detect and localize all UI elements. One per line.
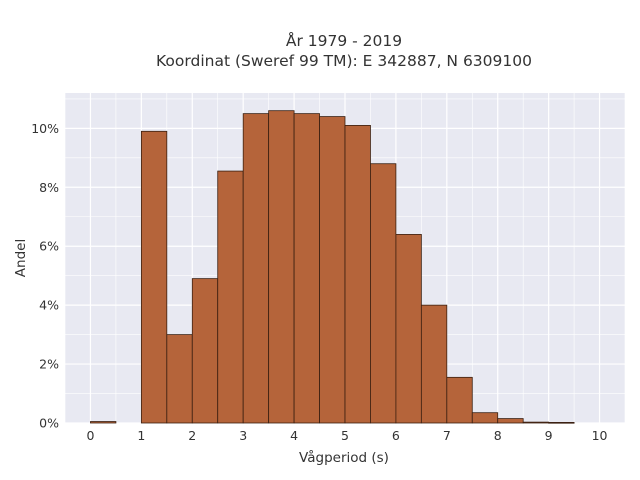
x-tick-label: 3 [239, 428, 247, 443]
histogram-bar [166, 334, 193, 424]
histogram-bar [446, 376, 473, 424]
y-axis-ticks: 0% 2% 4% 6% 8% 10% [31, 121, 59, 431]
histogram-bar [471, 412, 499, 424]
y-axis-title: Andel [13, 239, 29, 277]
x-tick-label: 10 [592, 428, 608, 443]
histogram-bars [90, 110, 575, 424]
histogram-bar [140, 130, 168, 424]
histogram-bar [497, 418, 524, 424]
x-tick-label: 1 [137, 428, 145, 443]
histogram-bar [242, 113, 270, 424]
x-tick-label: 6 [392, 428, 400, 443]
x-axis-ticks: 0 1 2 3 4 5 6 7 8 9 10 [86, 428, 607, 443]
y-tick-label: 10% [31, 121, 59, 136]
y-tick-label: 4% [39, 298, 59, 313]
y-tick-label: 6% [39, 239, 59, 254]
histogram-bar [319, 116, 346, 424]
histogram-bar [344, 125, 371, 424]
x-tick-label: 4 [290, 428, 298, 443]
x-tick-label: 7 [443, 428, 451, 443]
chart-title-line2: Koordinat (Sweref 99 TM): E 342887, N 63… [156, 52, 532, 70]
histogram-bar [191, 278, 219, 424]
histogram-bar [217, 170, 244, 424]
x-tick-label: 9 [545, 428, 553, 443]
histogram-bar [293, 113, 320, 424]
histogram-bar [548, 422, 575, 424]
histogram-bar [268, 110, 295, 424]
y-tick-label: 8% [39, 180, 59, 195]
x-tick-label: 5 [341, 428, 349, 443]
y-tick-label: 0% [39, 416, 59, 431]
histogram-bar [522, 421, 550, 424]
histogram-bar [90, 421, 117, 424]
x-tick-label: 2 [188, 428, 196, 443]
x-axis-title: Vågperiod (s) [299, 449, 389, 466]
histogram-bar [370, 163, 397, 424]
x-tick-label: 0 [86, 428, 94, 443]
histogram-bar [395, 234, 422, 424]
histogram-bar [420, 304, 448, 424]
chart-title-line1: År 1979 - 2019 [286, 31, 402, 50]
x-tick-label: 8 [494, 428, 502, 443]
y-tick-label: 2% [39, 357, 59, 372]
